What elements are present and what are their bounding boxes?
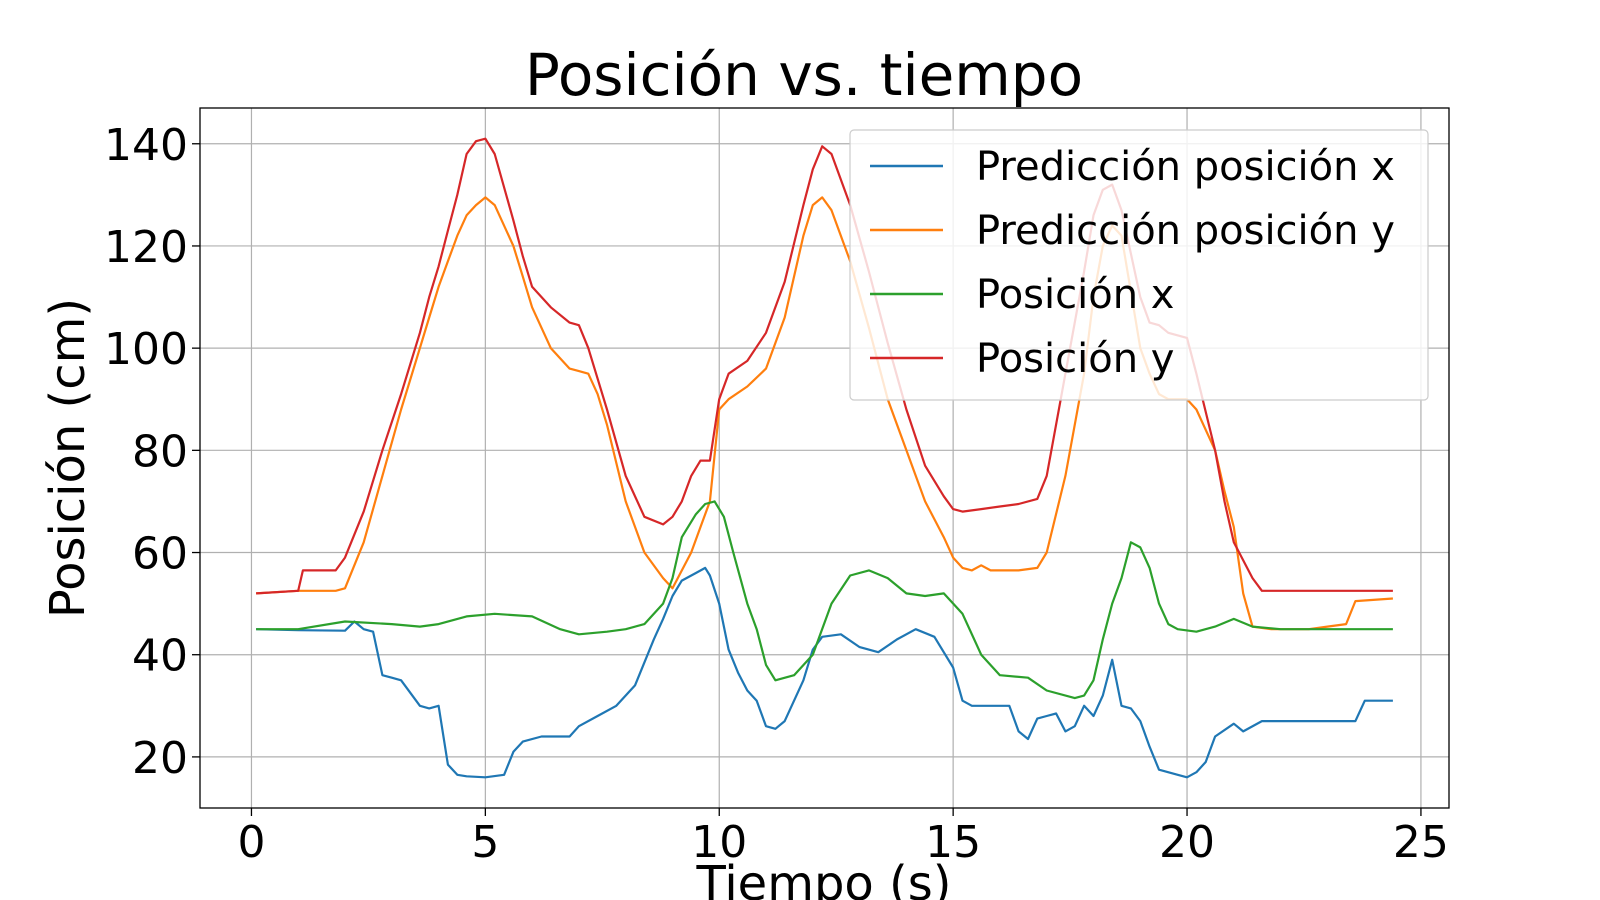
x-tick-label: 20 [1159,817,1215,868]
legend-label-1: Predicción posición x [976,144,1395,190]
y-tick-label: 80 [132,426,188,477]
y-axis-label: Posición (cm) [40,298,96,618]
x-tick-label: 25 [1393,817,1449,868]
x-tick-label: 10 [691,817,747,868]
x-axis-ticks: 0 5 10 15 20 25 [237,808,1449,868]
y-tick-label: 140 [104,120,188,171]
y-tick-label: 60 [132,529,188,580]
legend-label-4: Posición y [976,336,1174,382]
legend-label-3: Posición x [976,272,1174,318]
x-tick-label: 5 [471,817,499,868]
legend-box [849,129,1429,401]
legend-label-2: Predicción posición y [976,208,1395,254]
series-line-3 [256,500,1393,700]
y-tick-label: 120 [104,222,188,273]
plot-frame [199,107,1450,809]
x-tick-label: 0 [237,817,265,868]
y-tick-label: 20 [132,733,188,784]
x-tick-label: 15 [925,817,981,868]
y-tick-label: 40 [132,631,188,682]
chart-title: Posición vs. tiempo [525,41,1083,109]
legend: Predicción posición x Predicción posición… [849,129,1429,401]
y-tick-label: 100 [104,324,188,375]
x-axis-label: Tiempo (s) [695,856,951,900]
y-axis-ticks: 20 40 60 80 100 120 140 [104,120,200,784]
